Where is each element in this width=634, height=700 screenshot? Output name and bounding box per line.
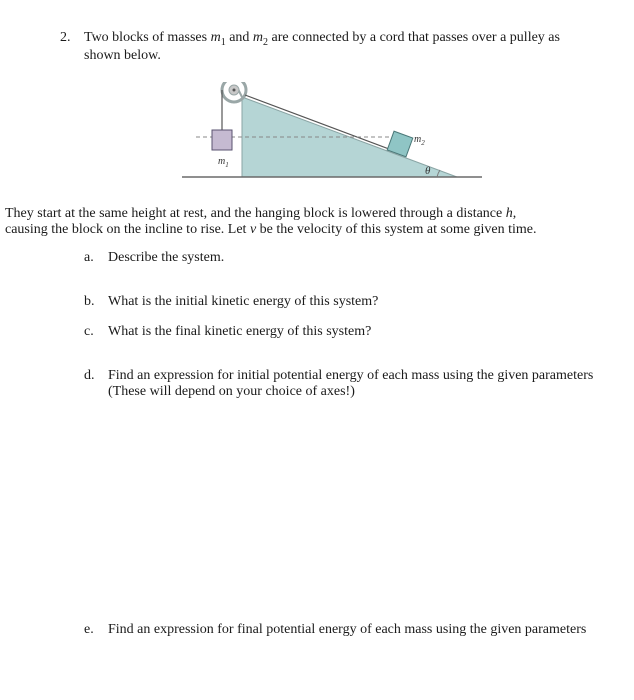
part-d-label: d. (84, 368, 108, 400)
part-a-label: a. (84, 250, 108, 266)
part-a: a. Describe the system. (60, 250, 604, 266)
prompt-mid: and (226, 30, 253, 45)
after-line2: causing the block on the incline to rise… (5, 222, 604, 238)
part-d-text: Find an expression for initial potential… (108, 368, 604, 400)
pulley-center (233, 88, 236, 91)
after-1b: , (513, 206, 517, 221)
part-b-label: b. (84, 294, 108, 310)
diagram-container: m1 m2 θ (60, 82, 604, 192)
part-b-text: What is the initial kinetic energy of th… (108, 294, 604, 310)
theta-label: θ (425, 165, 431, 177)
after-2b: be the velocity of this system at some g… (256, 222, 536, 237)
after-1a: They start at the same height at rest, a… (5, 206, 506, 221)
part-b: b. What is the initial kinetic energy of… (60, 294, 604, 310)
after-2a: causing the block on the incline to rise… (5, 222, 250, 237)
part-e: e. Find an expression for final potentia… (60, 622, 604, 638)
m2-label: m2 (414, 134, 425, 147)
question-number: 2. (60, 30, 84, 64)
part-d-line1: Find an expression for initial potential… (108, 368, 604, 384)
part-c-label: c. (84, 324, 108, 340)
part-e-text: Find an expression for final potential e… (108, 622, 604, 638)
m2-var: m (253, 30, 263, 45)
after-line1: They start at the same height at rest, a… (5, 206, 604, 222)
m1-label: m1 (218, 156, 229, 169)
m1-var: m (211, 30, 221, 45)
part-d-line2: (These will depend on your choice of axe… (108, 384, 604, 400)
after-diagram-text: They start at the same height at rest, a… (5, 206, 604, 238)
part-e-label: e. (84, 622, 108, 638)
question-prompt: Two blocks of masses m1 and m2 are conne… (84, 30, 604, 64)
part-d: d. Find an expression for initial potent… (60, 368, 604, 400)
prompt-text-1a: Two blocks of masses (84, 30, 211, 45)
after-h: h (506, 206, 513, 221)
prompt-line2: shown below. (84, 48, 604, 64)
part-c: c. What is the final kinetic energy of t… (60, 324, 604, 340)
part-a-text: Describe the system. (108, 250, 604, 266)
physics-diagram: m1 m2 θ (182, 82, 482, 192)
prompt-text-1b: are connected by a cord that passes over… (268, 30, 560, 45)
part-c-text: What is the final kinetic energy of this… (108, 324, 604, 340)
m1-block (212, 130, 232, 150)
question-intro: 2. Two blocks of masses m1 and m2 are co… (60, 30, 604, 64)
